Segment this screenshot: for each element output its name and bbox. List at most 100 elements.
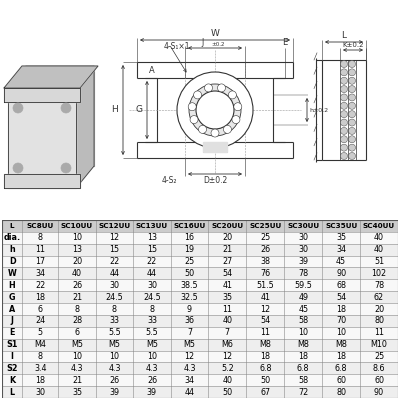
Circle shape [340, 152, 348, 160]
Text: 44: 44 [147, 269, 157, 278]
FancyBboxPatch shape [2, 374, 398, 386]
Text: E: E [282, 38, 288, 47]
Text: K±0.2: K±0.2 [342, 42, 364, 48]
Text: 30: 30 [298, 245, 308, 254]
Text: 70: 70 [336, 316, 346, 325]
Text: 39: 39 [298, 257, 308, 266]
Circle shape [340, 136, 348, 143]
Text: 54: 54 [222, 269, 232, 278]
Text: 15: 15 [110, 245, 120, 254]
Text: SC20UU: SC20UU [211, 223, 244, 229]
Text: 7: 7 [187, 328, 192, 337]
Text: 35: 35 [72, 388, 82, 396]
Circle shape [211, 129, 219, 137]
Circle shape [218, 84, 226, 92]
FancyBboxPatch shape [2, 327, 398, 339]
Text: A: A [9, 304, 15, 314]
FancyBboxPatch shape [2, 256, 398, 268]
Text: 39: 39 [110, 388, 120, 396]
Circle shape [340, 69, 348, 76]
Circle shape [61, 103, 71, 113]
Circle shape [340, 102, 348, 109]
Circle shape [348, 94, 356, 101]
FancyBboxPatch shape [2, 279, 398, 291]
Text: 24.5: 24.5 [143, 293, 161, 302]
Text: SC30UU: SC30UU [287, 223, 319, 229]
Circle shape [228, 91, 236, 99]
Text: SC8UU: SC8UU [27, 223, 54, 229]
FancyBboxPatch shape [2, 315, 398, 327]
Text: M6: M6 [222, 340, 233, 349]
Circle shape [348, 128, 356, 134]
Text: 25: 25 [374, 352, 384, 361]
Text: 18: 18 [336, 352, 346, 361]
Text: 6.8: 6.8 [297, 364, 310, 373]
Text: J: J [11, 316, 14, 325]
Circle shape [190, 116, 198, 124]
Text: 24.5: 24.5 [106, 293, 123, 302]
Text: 26: 26 [110, 376, 120, 385]
Text: W: W [210, 29, 220, 38]
Text: 11: 11 [222, 304, 232, 314]
Text: H: H [9, 281, 16, 290]
Text: L: L [10, 223, 14, 229]
FancyBboxPatch shape [2, 386, 398, 398]
Text: 15: 15 [147, 245, 157, 254]
Text: A: A [149, 66, 155, 75]
Text: SC10UU: SC10UU [61, 223, 93, 229]
Circle shape [348, 136, 356, 143]
Circle shape [234, 103, 242, 111]
Text: 10: 10 [110, 352, 120, 361]
Text: 50: 50 [260, 376, 270, 385]
Text: 33: 33 [147, 316, 157, 325]
Text: 22: 22 [109, 257, 120, 266]
Text: L: L [10, 388, 15, 396]
FancyBboxPatch shape [2, 220, 398, 232]
Text: 49: 49 [298, 293, 308, 302]
Text: 10: 10 [72, 233, 82, 242]
Text: 8: 8 [74, 304, 80, 314]
Text: I: I [11, 352, 14, 361]
Text: 62: 62 [374, 293, 384, 302]
Text: 30: 30 [147, 281, 157, 290]
Text: 50: 50 [184, 269, 194, 278]
Circle shape [61, 163, 71, 173]
Text: 10: 10 [298, 328, 308, 337]
Text: 45: 45 [298, 304, 308, 314]
Circle shape [198, 125, 206, 133]
Text: 18: 18 [35, 376, 45, 385]
Text: 35: 35 [222, 293, 232, 302]
Text: 5.2: 5.2 [221, 364, 234, 373]
Text: 8: 8 [38, 352, 43, 361]
Text: 16: 16 [184, 233, 194, 242]
Text: 26: 26 [147, 376, 157, 385]
Text: 58: 58 [298, 316, 308, 325]
Text: 30: 30 [110, 281, 120, 290]
Polygon shape [26, 66, 94, 166]
Text: 13: 13 [72, 245, 82, 254]
Circle shape [340, 77, 348, 84]
Circle shape [340, 128, 348, 134]
Text: 4.3: 4.3 [108, 364, 121, 373]
Text: K: K [9, 376, 15, 385]
Circle shape [348, 60, 356, 68]
Text: 60: 60 [336, 376, 346, 385]
Text: 24: 24 [35, 316, 45, 325]
Text: D±0.2: D±0.2 [203, 176, 227, 185]
FancyBboxPatch shape [2, 232, 398, 244]
Text: 20: 20 [374, 304, 384, 314]
Text: M4: M4 [34, 340, 46, 349]
Text: 8.6: 8.6 [373, 364, 385, 373]
Text: 54: 54 [336, 293, 346, 302]
Circle shape [348, 102, 356, 109]
Text: 33: 33 [110, 316, 120, 325]
Circle shape [348, 119, 356, 126]
Text: 44: 44 [184, 388, 194, 396]
Text: 30: 30 [35, 388, 45, 396]
Polygon shape [4, 174, 80, 188]
Text: L: L [342, 31, 346, 40]
Text: 10: 10 [72, 352, 82, 361]
Text: 40: 40 [374, 245, 384, 254]
Text: 54: 54 [260, 316, 270, 325]
Text: M8: M8 [259, 340, 271, 349]
